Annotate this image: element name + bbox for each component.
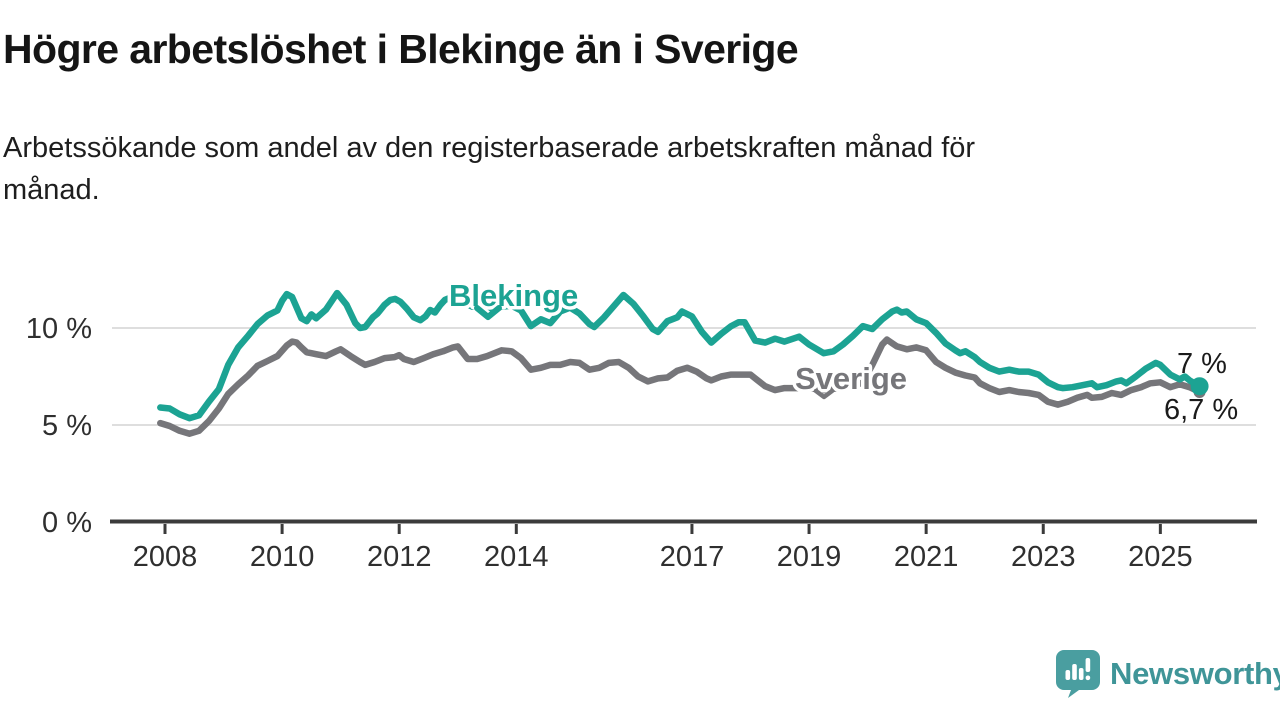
x-tick-label: 2023 <box>1011 541 1076 573</box>
newsworthy-logo: Newsworthy <box>1056 650 1280 698</box>
page-title: Högre arbetslöshet i Blekinge än i Sveri… <box>3 26 799 72</box>
blekinge-pointer-chevron-icon <box>474 305 502 320</box>
subtitle-line-1: Arbetssökande som andel av den registerb… <box>3 132 976 164</box>
sverige-line <box>157 336 1203 437</box>
sverige-series-label: Sverige <box>795 361 907 396</box>
bar-chart-glyph <box>1065 658 1091 681</box>
blekinge-end-dot <box>1190 377 1209 396</box>
x-tick-label: 2010 <box>250 541 315 573</box>
sverige-end-value-label: 6,7 % <box>1164 394 1238 426</box>
y-tick-label: 0 % <box>42 507 92 539</box>
blekinge-line <box>157 289 1203 422</box>
newsworthy-logo-text: Newsworthy <box>1110 656 1280 691</box>
y-tick-label: 5 % <box>42 410 92 442</box>
y-tick-label: 10 % <box>26 313 92 345</box>
subtitle-line-2: månad. <box>3 173 100 206</box>
speech-bubble-shape <box>1056 650 1100 698</box>
x-tick-label: 2012 <box>367 541 432 573</box>
blekinge-end-value-label: 7 % <box>1177 348 1227 380</box>
x-tick-label: 2014 <box>484 541 549 573</box>
chart-subtitle: Arbetssökande som andel av den registerb… <box>3 128 975 212</box>
x-tick-label: 2008 <box>133 541 198 573</box>
x-tick-label: 2021 <box>894 541 959 573</box>
x-tick-label: 2025 <box>1128 541 1193 573</box>
sverige-pointer-chevron-icon <box>813 388 835 400</box>
x-tick-label: 2017 <box>660 541 725 573</box>
newsworthy-logo-icon <box>1056 650 1100 698</box>
x-tick-label: 2019 <box>777 541 842 573</box>
line-chart: 2008 2010 2012 2014 2017 2019 2021 2023 2025 0 % 5… <box>26 275 1257 573</box>
blekinge-series-label: Blekinge <box>449 278 578 313</box>
